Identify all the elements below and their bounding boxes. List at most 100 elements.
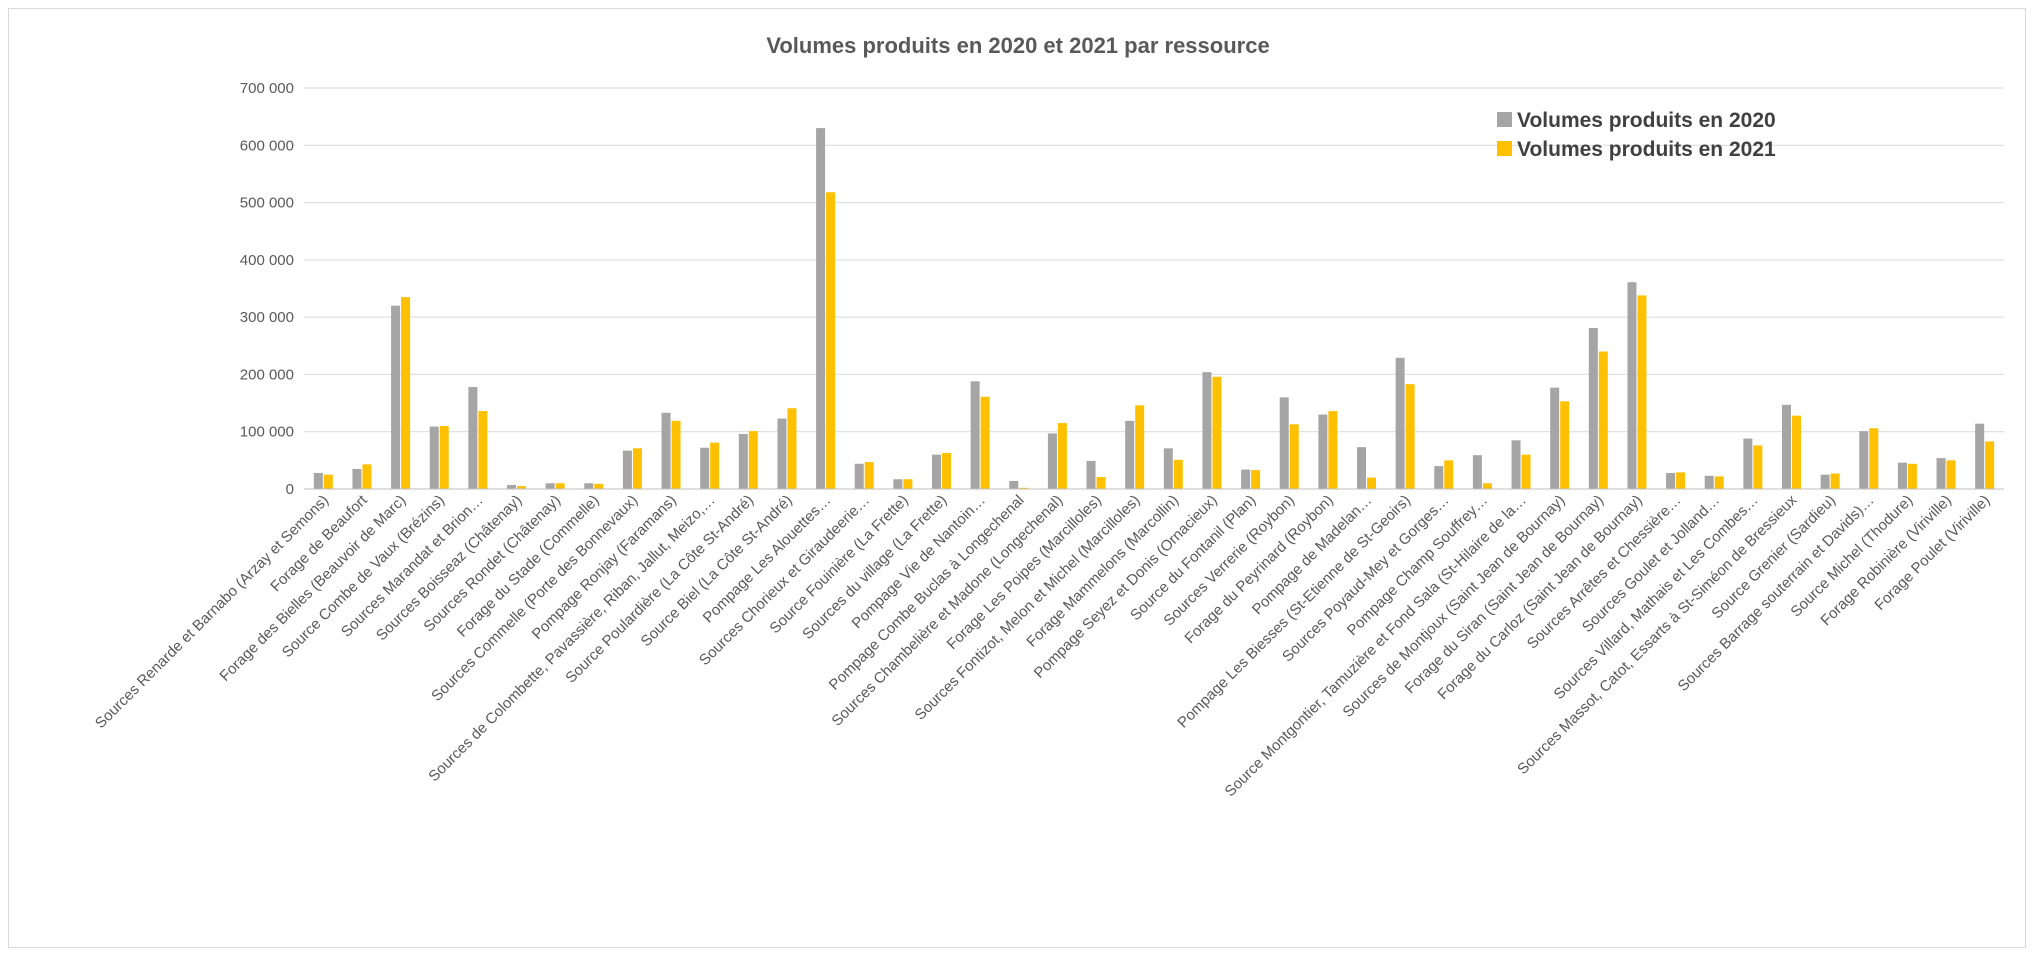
bar-2020 bbox=[1975, 423, 1985, 489]
bar-2021 bbox=[864, 462, 874, 489]
y-tick-label: 400 000 bbox=[240, 252, 294, 269]
bar-2021 bbox=[1328, 411, 1338, 489]
bar-2021 bbox=[555, 483, 565, 489]
bar-2020 bbox=[1009, 480, 1019, 489]
x-axis-tick-labels: Sources Renarde et Barnabo (Arzay et Sem… bbox=[92, 491, 1994, 800]
bar-2021 bbox=[1135, 405, 1145, 489]
bar-2020 bbox=[1086, 460, 1096, 489]
y-tick-label: 200 000 bbox=[240, 366, 294, 383]
bar-2021 bbox=[1367, 477, 1376, 489]
legend: Volumes produits en 2020 Volumes produit… bbox=[1497, 109, 1776, 161]
y-tick-label: 300 000 bbox=[240, 309, 294, 326]
bar-2020 bbox=[970, 381, 980, 489]
legend-label-2020: Volumes produits en 2020 bbox=[1517, 109, 1776, 132]
bar-2020 bbox=[1125, 420, 1135, 489]
bar-2020 bbox=[1395, 357, 1405, 489]
bar-2021 bbox=[1405, 384, 1415, 489]
bar-2020 bbox=[738, 434, 748, 489]
y-axis-tick-labels: 0 100 000 200 000 300 000 400 000 500 000 600 … bbox=[240, 80, 294, 498]
bar-2020 bbox=[1163, 448, 1173, 489]
y-tick-label: 100 000 bbox=[240, 424, 294, 441]
bar-chart: Volumes produits en 2020 et 2021 par res… bbox=[92, 33, 2004, 800]
bar-2021 bbox=[1482, 483, 1492, 489]
bar-2020 bbox=[932, 454, 941, 489]
bar-2021 bbox=[1869, 428, 1879, 489]
bar-2020 bbox=[352, 468, 362, 489]
bar-2021 bbox=[362, 464, 372, 489]
bar-2020 bbox=[1936, 458, 1946, 489]
bar-2021 bbox=[748, 431, 758, 489]
gridlines bbox=[304, 87, 2004, 433]
bar-2020 bbox=[429, 426, 439, 489]
bar-2020 bbox=[1588, 328, 1598, 489]
y-tick-label: 700 000 bbox=[240, 80, 294, 97]
bar-2021 bbox=[1173, 459, 1183, 489]
bar-2020 bbox=[545, 483, 555, 489]
bar-2020 bbox=[584, 483, 594, 489]
bar-2021 bbox=[1444, 460, 1454, 489]
bar-2021 bbox=[1985, 441, 1995, 489]
bar-2020 bbox=[893, 479, 903, 489]
bar-2021 bbox=[1251, 470, 1261, 489]
bar-2020 bbox=[700, 447, 710, 489]
bar-2020 bbox=[1550, 387, 1560, 489]
bar-2020 bbox=[1704, 475, 1714, 489]
bar-2021 bbox=[1212, 376, 1222, 489]
bar-2021 bbox=[1096, 476, 1106, 489]
bar-2021 bbox=[632, 448, 642, 489]
bar-2020 bbox=[1241, 469, 1251, 489]
bar-2020 bbox=[507, 484, 516, 489]
bar-2021 bbox=[826, 192, 836, 489]
bar-2020 bbox=[1666, 472, 1676, 489]
bar-2020 bbox=[1782, 404, 1791, 489]
bar-2021 bbox=[1907, 463, 1917, 489]
bar-2020 bbox=[1318, 414, 1328, 489]
chart-container: Volumes produits en 2020 et 2021 par res… bbox=[8, 8, 2026, 948]
bar-2020 bbox=[1743, 438, 1753, 489]
bar-2021 bbox=[478, 411, 488, 489]
bar-2020 bbox=[777, 418, 787, 489]
bar-2021 bbox=[1792, 415, 1801, 489]
bar-2021 bbox=[1019, 487, 1029, 489]
bar-2021 bbox=[942, 452, 951, 489]
y-tick-label: 600 000 bbox=[240, 137, 294, 154]
bar-2020 bbox=[391, 305, 401, 489]
bar-2020 bbox=[1511, 440, 1521, 489]
bar-2020 bbox=[1357, 447, 1366, 489]
bar-2021 bbox=[1676, 472, 1686, 489]
bar-2020 bbox=[1202, 372, 1212, 489]
bar-2021 bbox=[1637, 295, 1647, 489]
bar-2021 bbox=[517, 486, 526, 489]
bar-2020 bbox=[1897, 462, 1907, 489]
bar-2020 bbox=[1279, 397, 1289, 489]
bar-2020 bbox=[468, 387, 478, 489]
bar-2021 bbox=[1946, 460, 1956, 489]
bar-2021 bbox=[710, 442, 720, 489]
y-tick-label: 500 000 bbox=[240, 195, 294, 212]
bar-2021 bbox=[1289, 424, 1299, 489]
bar-2020 bbox=[622, 450, 632, 489]
bar-2020 bbox=[661, 412, 671, 489]
bar-2020 bbox=[1472, 455, 1482, 489]
bar-2021 bbox=[594, 483, 604, 489]
bar-2020 bbox=[1820, 474, 1830, 489]
bar-2020 bbox=[854, 463, 864, 489]
bar-2021 bbox=[671, 420, 681, 489]
legend-swatch-2021 bbox=[1497, 141, 1512, 156]
bar-2021 bbox=[1560, 401, 1570, 489]
chart-title: Volumes produits en 2020 et 2021 par res… bbox=[766, 33, 1269, 58]
bar-2021 bbox=[903, 479, 913, 489]
bar-2020 bbox=[1627, 282, 1637, 489]
bar-2021 bbox=[439, 425, 449, 489]
legend-swatch-2020 bbox=[1497, 112, 1512, 127]
bar-2020 bbox=[816, 128, 826, 489]
bars bbox=[313, 128, 1995, 489]
legend-label-2021: Volumes produits en 2021 bbox=[1517, 138, 1776, 161]
bar-2021 bbox=[980, 396, 990, 489]
bar-2021 bbox=[787, 408, 797, 489]
bar-2021 bbox=[1057, 423, 1067, 489]
bar-2020 bbox=[1859, 431, 1869, 489]
bar-2021 bbox=[1714, 476, 1724, 489]
bar-2021 bbox=[1521, 454, 1531, 489]
bar-2020 bbox=[1047, 433, 1057, 489]
